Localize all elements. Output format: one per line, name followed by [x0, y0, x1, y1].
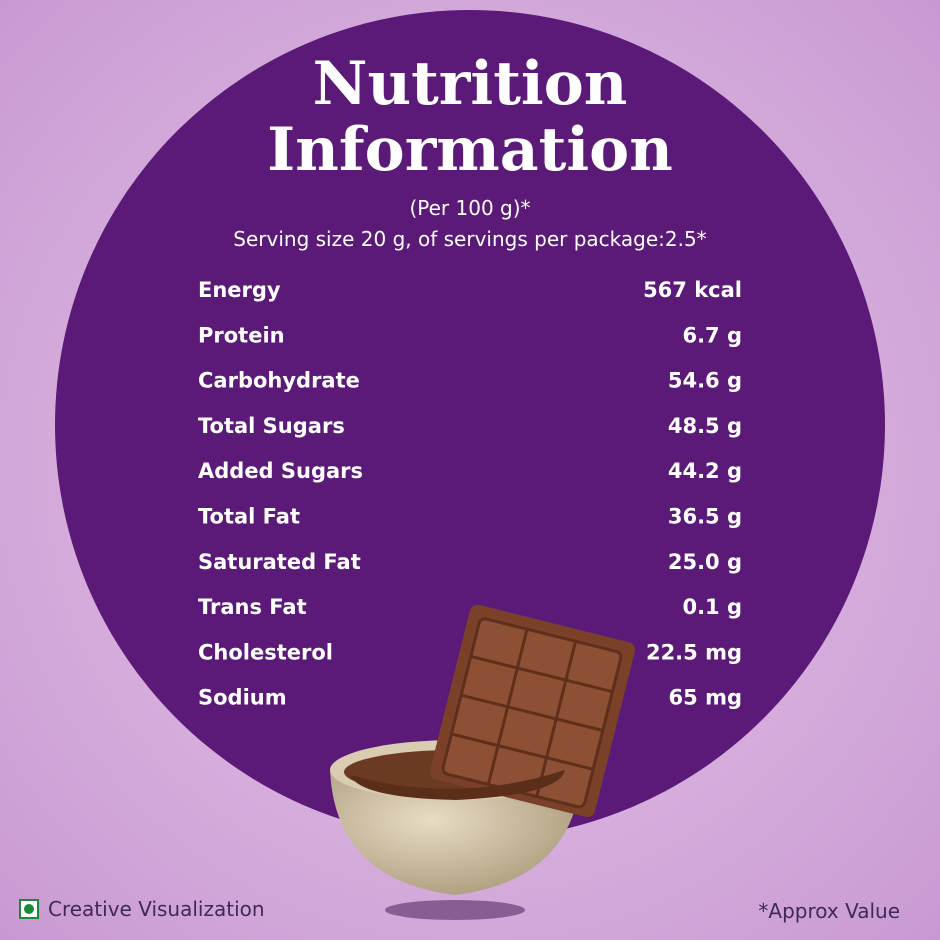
nutrient-value: 0.1 g [682, 595, 742, 619]
nutrient-value: 25.0 g [668, 550, 742, 574]
nutrient-label: Saturated Fat [198, 550, 361, 574]
title-line: Nutrition [313, 49, 628, 119]
nutrient-value: 36.5 g [668, 505, 742, 529]
nutrient-label: Energy [198, 278, 281, 302]
title-line: Information [267, 115, 673, 185]
veg-icon-dot [24, 904, 34, 914]
bowl-illustration [330, 604, 635, 920]
nutrient-value: 44.2 g [668, 459, 742, 483]
nutrient-label: Added Sugars [198, 459, 363, 483]
basis: (Per 100 g)* [409, 196, 530, 220]
nutrient-value: 22.5 mg [646, 640, 742, 664]
serving-size: Serving size 20 g, of servings per packa… [233, 227, 706, 251]
creative-note: Creative Visualization [48, 897, 265, 921]
nutrient-value: 54.6 g [668, 369, 742, 393]
nutrient-label: Cholesterol [198, 640, 333, 664]
nutrient-label: Sodium [198, 686, 287, 710]
nutrient-label: Carbohydrate [198, 369, 360, 393]
nutrient-value: 65 mg [669, 686, 742, 710]
nutrient-label: Total Sugars [198, 414, 345, 438]
nutrient-value: 48.5 g [668, 414, 742, 438]
nutrient-value: 567 kcal [643, 278, 742, 302]
nutrient-value: 6.7 g [682, 323, 742, 347]
approx-note: *Approx Value [758, 899, 900, 923]
nutrition-table: Energy 567 kcal Protein 6.7 g Carbohydrate 54… [198, 278, 742, 710]
nutrient-label: Protein [198, 323, 285, 347]
nutrient-label: Trans Fat [198, 595, 307, 619]
purple-circle [55, 10, 885, 840]
nutrient-label: Total Fat [198, 505, 300, 529]
